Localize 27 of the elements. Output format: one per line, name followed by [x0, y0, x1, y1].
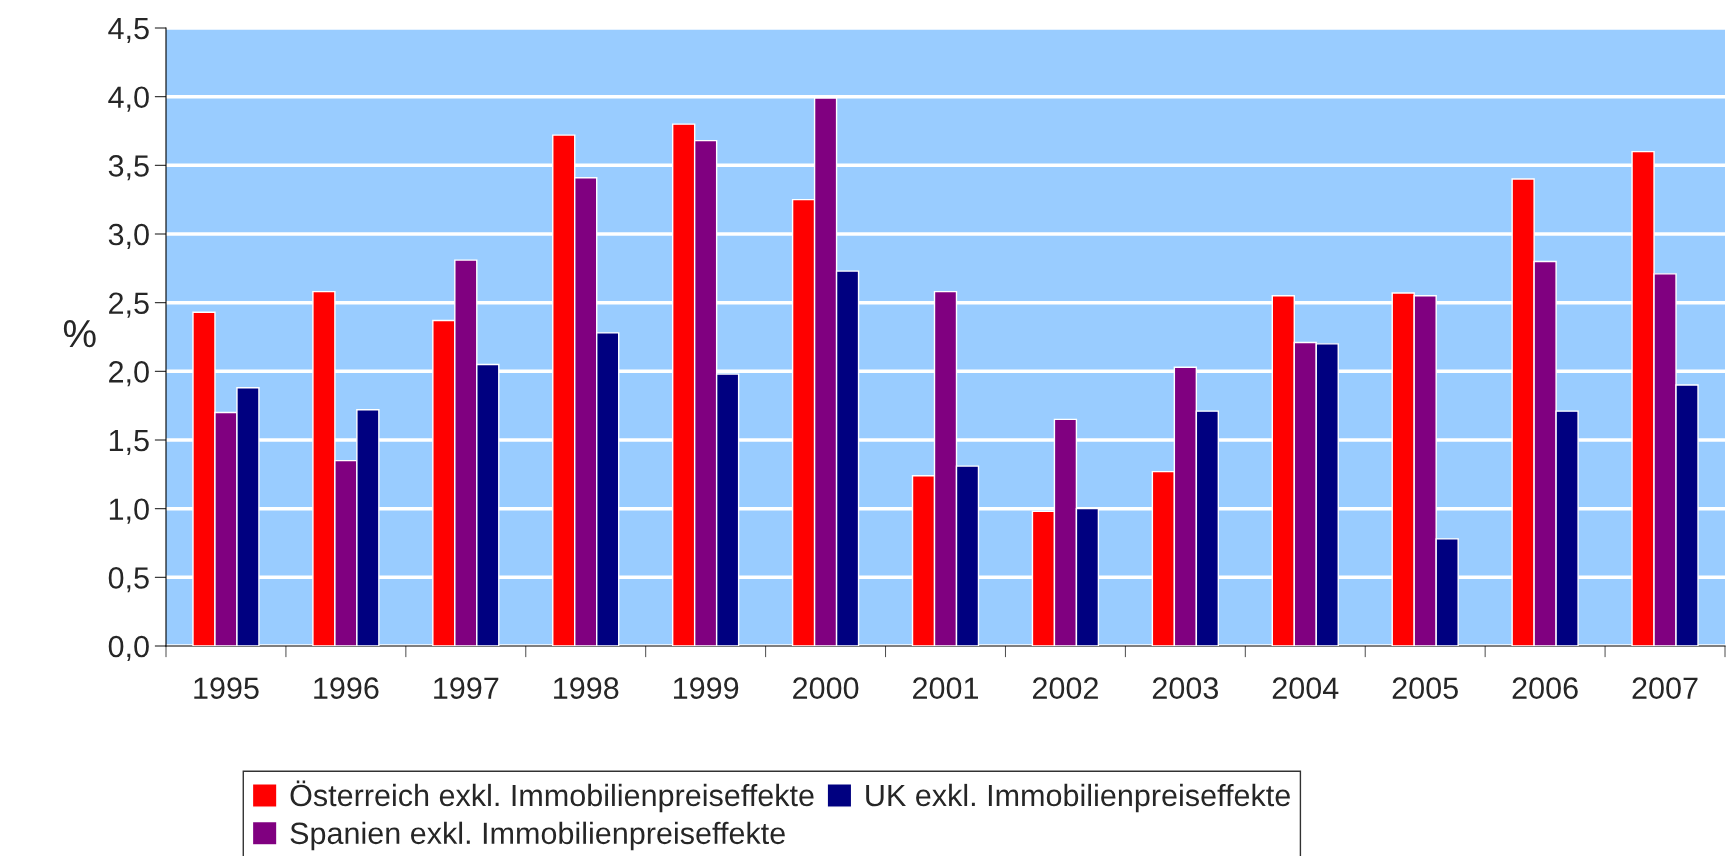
x-tick-label: 2000 — [793, 677, 859, 699]
y-axis-title: % — [63, 320, 96, 348]
y-tick-label: 1,5 — [109, 430, 149, 455]
x-tick-label: 2004 — [1272, 677, 1339, 699]
x-tick-label: 1996 — [314, 677, 379, 699]
y-tick-label: 1,0 — [109, 498, 149, 524]
x-tick-label: 2006 — [1512, 677, 1578, 699]
legend-label: UK exkl. Immobilienpreiseffekte — [866, 783, 1290, 813]
y-tick-label: 3,0 — [108, 223, 149, 249]
legend-label: Spanien exkl. Immobilienpreiseffekte — [290, 821, 785, 851]
y-tick-label: 0,5 — [108, 567, 149, 593]
x-tick-label: 2007 — [1632, 677, 1698, 699]
legend-label: Österreich exkl. Immobilienpreiseffekte — [290, 780, 814, 813]
x-tick-label: 1998 — [554, 677, 619, 699]
x-tick-label: 2001 — [913, 677, 978, 699]
y-tick-label: 3,5 — [108, 155, 149, 181]
y-tick-label: 2,0 — [109, 361, 149, 387]
y-tick-label: 2,5 — [109, 292, 149, 318]
y-tick-label: 4,5 — [108, 18, 149, 43]
x-tick-label: 2003 — [1152, 677, 1218, 699]
x-tick-label: 2002 — [1032, 677, 1098, 699]
x-tick-label: 1999 — [674, 677, 739, 699]
x-tick-label: 2005 — [1392, 677, 1458, 699]
x-tick-label: 1997 — [434, 677, 499, 699]
x-tick-label: 1995 — [194, 677, 259, 699]
y-tick-label: 4,0 — [108, 86, 149, 112]
y-tick-label: 0,0 — [108, 635, 149, 661]
